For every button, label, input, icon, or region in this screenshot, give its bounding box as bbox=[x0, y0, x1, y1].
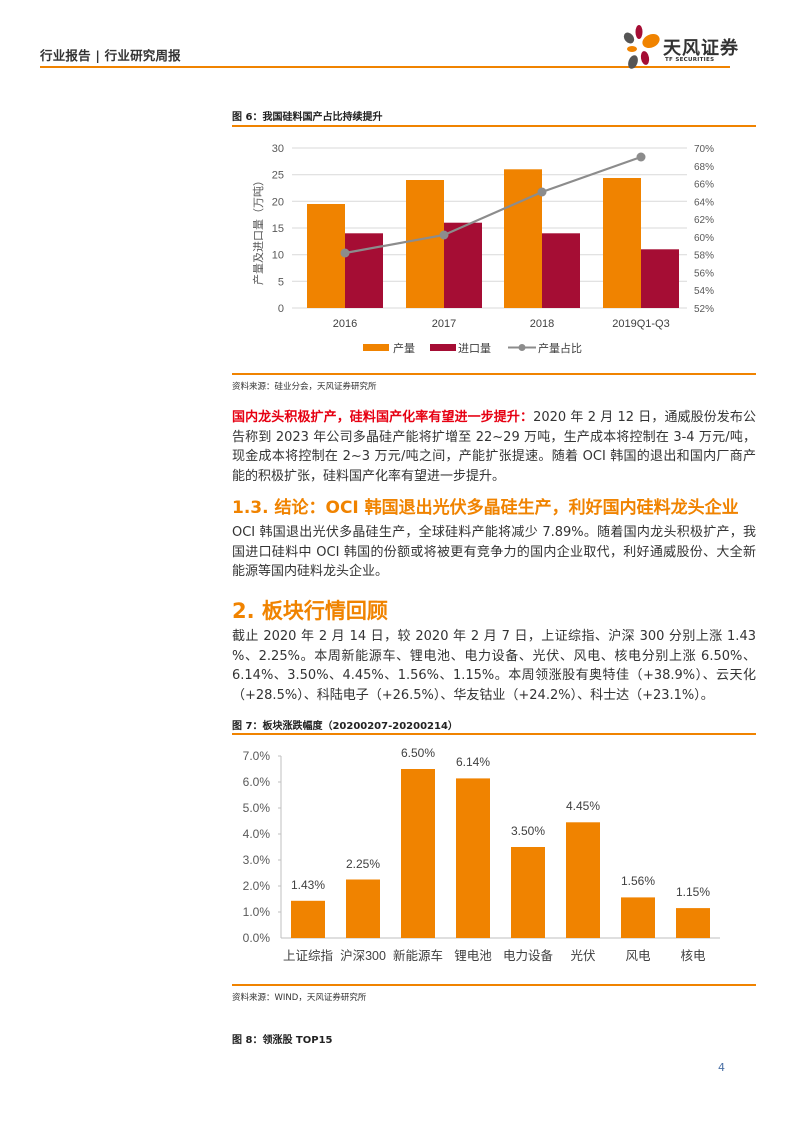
page-header: 行业报告 | 行业研究周报 天风证券 TF SECURITIES bbox=[40, 20, 745, 70]
svg-text:4.0%: 4.0% bbox=[243, 827, 271, 841]
chart7-bars bbox=[291, 769, 710, 938]
svg-text:6.0%: 6.0% bbox=[243, 775, 271, 789]
svg-text:5: 5 bbox=[278, 276, 284, 288]
svg-text:2016: 2016 bbox=[333, 318, 357, 330]
svg-text:7.0%: 7.0% bbox=[243, 749, 271, 763]
chart7-y-axis: 7.0% 6.0% 5.0% 4.0% 3.0% 2.0% 1.0% 0.0% bbox=[243, 749, 271, 945]
chart6-legend: 产量 进口量 产量占比 bbox=[363, 341, 582, 355]
chart6-x-axis: 2016 2017 2018 2019Q1-Q3 bbox=[333, 318, 670, 330]
page-number: 4 bbox=[718, 1061, 725, 1074]
logo-cn-text: 天风证券 bbox=[663, 38, 739, 59]
chart6-left-axis: 30 25 20 15 10 5 0 bbox=[272, 143, 284, 315]
chart6-share-line bbox=[344, 155, 642, 255]
svg-text:3.0%: 3.0% bbox=[243, 853, 271, 867]
svg-text:56%: 56% bbox=[694, 268, 714, 279]
svg-text:沪深300: 沪深300 bbox=[340, 949, 386, 963]
paragraph-body: 2020 年 2 月 12 日，通威股份发布公告称到 2023 年公司多晶硅产能… bbox=[232, 410, 756, 484]
svg-text:0.0%: 0.0% bbox=[243, 931, 271, 945]
chart7-value-labels: 1.43% 2.25% 6.50% 6.14% 3.50% 4.45% 1.56… bbox=[291, 746, 710, 899]
svg-text:锂电池: 锂电池 bbox=[454, 948, 492, 963]
flower-logo-icon bbox=[623, 25, 660, 69]
figure6-top-rule bbox=[232, 125, 756, 127]
svg-text:风电: 风电 bbox=[625, 949, 651, 963]
svg-text:上证综指: 上证综指 bbox=[283, 948, 333, 963]
svg-text:25: 25 bbox=[272, 170, 284, 182]
svg-text:3.50%: 3.50% bbox=[511, 824, 545, 838]
figure7-bottom-rule bbox=[232, 984, 756, 986]
figure7-title: 图 7：板块涨跌幅度（20200207-20200214） bbox=[232, 721, 458, 732]
figure7-chart: 7.0% 6.0% 5.0% 4.0% 3.0% 2.0% 1.0% 0.0% … bbox=[243, 746, 720, 963]
svg-text:新能源车: 新能源车 bbox=[393, 948, 443, 963]
svg-text:6.14%: 6.14% bbox=[456, 755, 490, 769]
chart6-bars-import bbox=[345, 222, 679, 308]
svg-text:6.50%: 6.50% bbox=[401, 746, 435, 760]
svg-text:光伏: 光伏 bbox=[570, 949, 596, 963]
logo-en-text: TF SECURITIES bbox=[665, 57, 715, 63]
svg-text:产量: 产量 bbox=[393, 341, 415, 355]
svg-text:1.15%: 1.15% bbox=[676, 885, 710, 899]
paragraph-domestic-leaders: 国内龙头积极扩产，硅料国产化率有望进一步提升：2020 年 2 月 12 日，通… bbox=[232, 408, 756, 486]
header-divider bbox=[40, 66, 730, 68]
figure7-top-rule bbox=[232, 733, 756, 735]
svg-text:4.45%: 4.45% bbox=[566, 799, 600, 813]
chart7-x-labels: 上证综指 沪深300 新能源车 锂电池 电力设备 光伏 风电 核电 bbox=[283, 948, 706, 963]
svg-text:核电: 核电 bbox=[680, 949, 706, 963]
svg-text:2018: 2018 bbox=[530, 318, 554, 330]
section-1-3-body: OCI 韩国退出光伏多晶硅生产，全球硅料产能将减少 7.89%。随着国内龙头积极… bbox=[232, 525, 756, 579]
svg-text:64%: 64% bbox=[694, 197, 714, 208]
svg-text:2017: 2017 bbox=[432, 318, 456, 330]
svg-text:电力设备: 电力设备 bbox=[503, 948, 554, 963]
svg-text:20: 20 bbox=[272, 196, 284, 208]
svg-text:10: 10 bbox=[272, 250, 284, 262]
figure7-source: 资料来源：WIND，天风证券研究所 bbox=[232, 993, 367, 1003]
chart6-bars-production bbox=[307, 169, 641, 308]
svg-text:30: 30 bbox=[272, 143, 284, 155]
figure8-title: 图 8：领涨股 TOP15 bbox=[232, 1035, 333, 1046]
svg-text:58%: 58% bbox=[694, 251, 714, 262]
chart6-share-markers bbox=[340, 152, 646, 258]
chart6-ylabel: 产量及进口量（万吨） bbox=[251, 175, 265, 285]
section-1-3-heading: 1.3. 结论：OCI 韩国退出光伏多晶硅生产，利好国内硅料龙头企业 bbox=[232, 498, 739, 518]
svg-text:1.0%: 1.0% bbox=[243, 905, 271, 919]
svg-text:68%: 68% bbox=[694, 162, 714, 173]
company-logo: 天风证券 TF SECURITIES bbox=[623, 24, 748, 74]
svg-text:54%: 54% bbox=[694, 286, 714, 297]
svg-text:进口量: 进口量 bbox=[458, 342, 491, 355]
svg-text:5.0%: 5.0% bbox=[243, 801, 271, 815]
svg-text:1.43%: 1.43% bbox=[291, 878, 325, 892]
figure6-source: 资料来源：硅业分会，天风证券研究所 bbox=[232, 382, 377, 392]
svg-text:60%: 60% bbox=[694, 233, 714, 244]
svg-text:0: 0 bbox=[278, 303, 284, 315]
figure6-bottom-rule bbox=[232, 373, 756, 375]
chart6-right-axis: 70% 68% 66% 64% 62% 60% 58% 56% 54% 52% bbox=[694, 144, 714, 315]
svg-text:2019Q1-Q3: 2019Q1-Q3 bbox=[612, 318, 669, 330]
svg-text:1.56%: 1.56% bbox=[621, 874, 655, 888]
svg-text:2.0%: 2.0% bbox=[243, 879, 271, 893]
section-2-body: 截止 2020 年 2 月 14 日，较 2020 年 2 月 7 日，上证综指… bbox=[232, 629, 756, 703]
figure6-chart: 30 25 20 15 10 5 0 产量及进口量（万吨） 70% 68% 66… bbox=[251, 143, 714, 355]
paragraph-lead: 国内龙头积极扩产，硅料国产化率有望进一步提升： bbox=[232, 410, 534, 425]
svg-text:62%: 62% bbox=[694, 215, 714, 226]
svg-text:产量占比: 产量占比 bbox=[538, 341, 582, 355]
figure6-title: 图 6：我国硅料国产占比持续提升 bbox=[232, 112, 383, 123]
report-type: 行业报告 | 行业研究周报 bbox=[40, 48, 181, 63]
svg-text:2.25%: 2.25% bbox=[346, 857, 380, 871]
svg-text:15: 15 bbox=[272, 223, 284, 235]
svg-text:66%: 66% bbox=[694, 180, 714, 191]
svg-text:52%: 52% bbox=[694, 304, 714, 315]
svg-text:70%: 70% bbox=[694, 144, 714, 155]
section-2-heading: 2. 板块行情回顾 bbox=[232, 599, 388, 623]
